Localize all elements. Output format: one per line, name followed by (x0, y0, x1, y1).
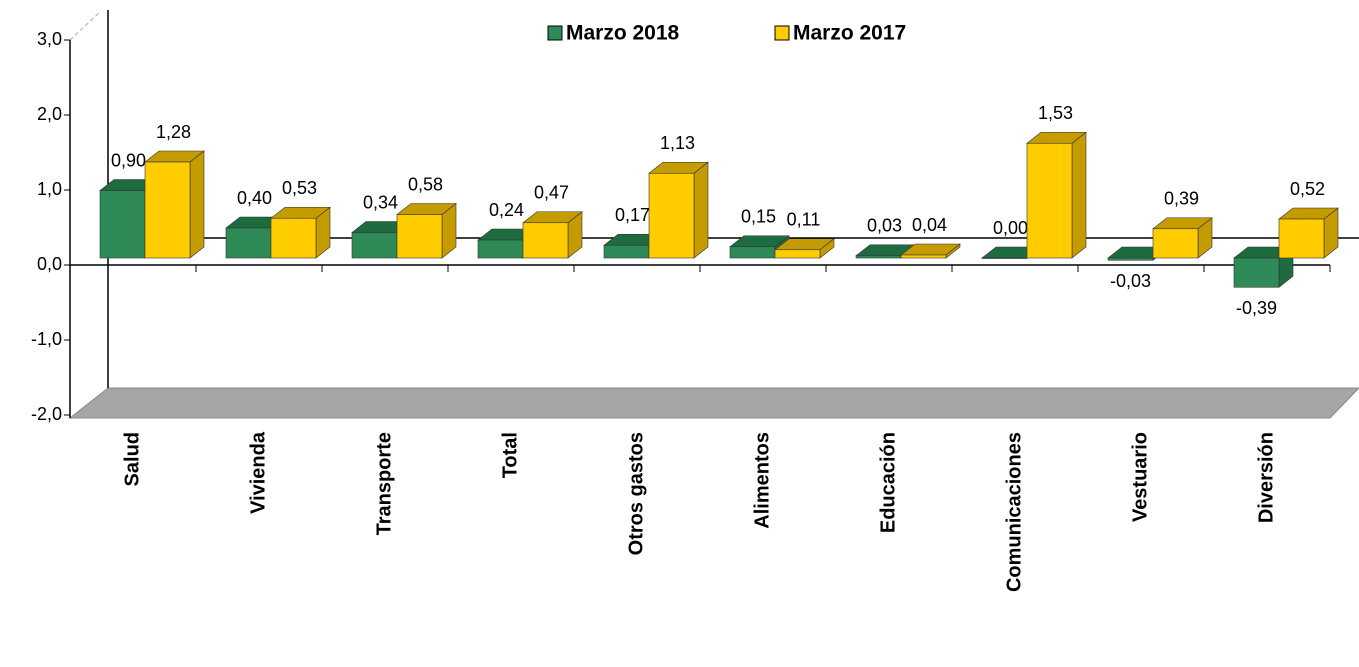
bar (981, 257, 1028, 259)
bar (900, 254, 947, 259)
bar (144, 161, 191, 259)
value-label: 0,03 (867, 216, 902, 236)
bar (648, 172, 695, 259)
bar (774, 249, 821, 259)
x-tick-label: Transporte (373, 432, 395, 535)
y-tick-label: 0,0 (37, 254, 62, 274)
x-tick-label: Alimentos (751, 432, 773, 529)
value-label: 0,58 (408, 174, 443, 194)
value-label: 0,34 (363, 192, 398, 212)
floor (68, 387, 1359, 419)
value-label: -0,39 (1236, 298, 1277, 318)
bar (855, 255, 902, 259)
x-tick-label: Comunicaciones (1003, 432, 1025, 592)
bar (603, 244, 650, 259)
bar-side (1071, 131, 1087, 259)
bar-side (693, 161, 709, 259)
x-tick-label: Otros gastos (625, 432, 647, 555)
y-tick-label: -2,0 (31, 404, 62, 424)
value-label: 0,15 (741, 207, 776, 227)
value-label: 0,11 (787, 210, 821, 230)
bar (1278, 218, 1325, 259)
x-tick-label: Salud (121, 432, 143, 486)
legend-label: Marzo 2018 (566, 22, 680, 45)
y-tick-label: 2,0 (37, 104, 62, 124)
value-label: 0,53 (282, 178, 317, 198)
y-tick-label: -1,0 (31, 329, 62, 349)
legend-swatch (774, 25, 790, 41)
bar (477, 239, 524, 259)
value-label: 0,24 (489, 200, 524, 220)
bar (351, 232, 398, 259)
value-label: 0,90 (111, 150, 146, 170)
bar (396, 214, 443, 259)
value-label: 0,00 (993, 218, 1028, 238)
value-label: 1,53 (1038, 103, 1073, 123)
x-tick-label: Total (499, 432, 521, 478)
value-label: -0,03 (1110, 271, 1151, 291)
legend-swatch (547, 25, 563, 41)
bar (729, 246, 776, 259)
value-label: 0,52 (1290, 179, 1325, 199)
value-label: 0,04 (912, 215, 947, 235)
x-tick-label: Educación (877, 432, 899, 533)
bar (522, 222, 569, 259)
bar (99, 190, 146, 259)
x-tick-label: Vestuario (1129, 432, 1151, 522)
bar (270, 217, 317, 259)
x-tick-label: Diversión (1255, 432, 1277, 523)
bar (1107, 257, 1154, 261)
legend-label: Marzo 2017 (793, 22, 906, 45)
bar (225, 227, 272, 259)
depth-line (69, 11, 101, 41)
value-label: 0,47 (534, 183, 569, 203)
value-label: 0,40 (237, 188, 272, 208)
bar (1233, 257, 1280, 288)
value-label: 0,17 (615, 205, 650, 225)
value-label: 1,13 (660, 133, 695, 153)
y-tick-label: 1,0 (37, 179, 62, 199)
bar (1026, 142, 1073, 259)
bar (1152, 228, 1199, 259)
value-label: 1,28 (156, 122, 191, 142)
bar-side (189, 150, 205, 259)
x-tick-label: Vivienda (247, 431, 269, 514)
y-tick-label: 3,0 (37, 29, 62, 49)
value-label: 0,39 (1164, 189, 1199, 209)
